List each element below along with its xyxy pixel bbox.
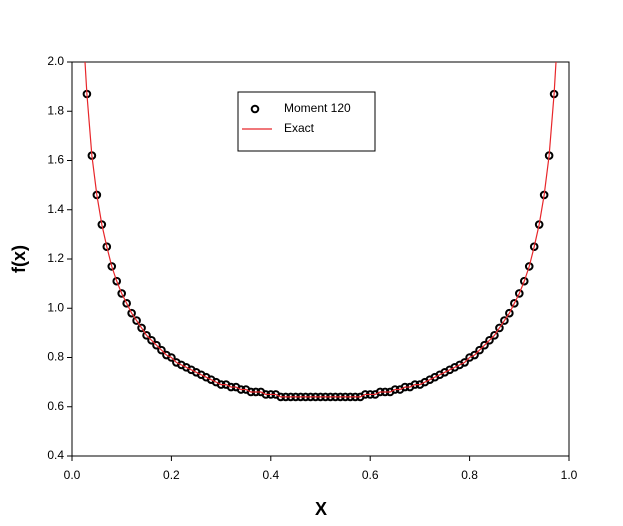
x-tick-label: 0.0 (64, 468, 81, 482)
x-tick-label: 0.2 (163, 468, 180, 482)
data-point (515, 289, 524, 298)
y-tick-label: 2.0 (47, 54, 64, 68)
data-point (167, 353, 176, 362)
plot-area (82, 62, 559, 402)
data-point (157, 345, 166, 355)
data-point (510, 299, 519, 308)
legend-box (237, 91, 376, 152)
x-axis-title: X (315, 499, 327, 519)
data-point (524, 262, 534, 271)
data-point (480, 340, 489, 350)
data-point (117, 289, 126, 298)
data-point (147, 335, 156, 345)
exact-line (84, 62, 557, 398)
y-tick-label: 1.6 (47, 153, 64, 167)
data-point (460, 358, 469, 367)
x-tick-label: 0.4 (262, 468, 279, 482)
y-axis-title: f(x) (9, 245, 29, 273)
data-point (495, 323, 504, 333)
data-point (485, 335, 494, 345)
data-point (152, 340, 161, 350)
data-point (102, 242, 112, 251)
plot-frame (71, 61, 570, 457)
y-tick-label: 1.8 (47, 103, 64, 117)
data-point (475, 345, 484, 355)
y-tick-label: 1.2 (47, 251, 64, 265)
data-point (529, 242, 539, 251)
x-tick-label: 1.0 (561, 468, 578, 482)
legend-label: Exact (284, 121, 315, 135)
data-point (112, 276, 122, 286)
y-tick-label: 1.0 (47, 300, 64, 314)
data-point (122, 299, 131, 308)
x-tick-label: 0.6 (362, 468, 379, 482)
y-tick-label: 0.6 (47, 399, 64, 413)
x-tick-label: 0.8 (461, 468, 478, 482)
data-point (127, 308, 136, 318)
y-tick-label: 0.8 (47, 350, 64, 364)
data-point (470, 350, 479, 360)
data-point (490, 331, 499, 340)
data-point (519, 276, 529, 286)
y-tick-label: 0.4 (47, 448, 64, 462)
data-point (107, 262, 117, 271)
data-point (137, 323, 146, 333)
data-point (500, 316, 509, 325)
legend-marker (250, 104, 260, 114)
data-point (505, 308, 514, 318)
legend-label: Moment 120 (284, 101, 351, 115)
y-tick-label: 1.4 (47, 202, 64, 216)
data-point (132, 316, 141, 325)
data-point (142, 331, 151, 340)
